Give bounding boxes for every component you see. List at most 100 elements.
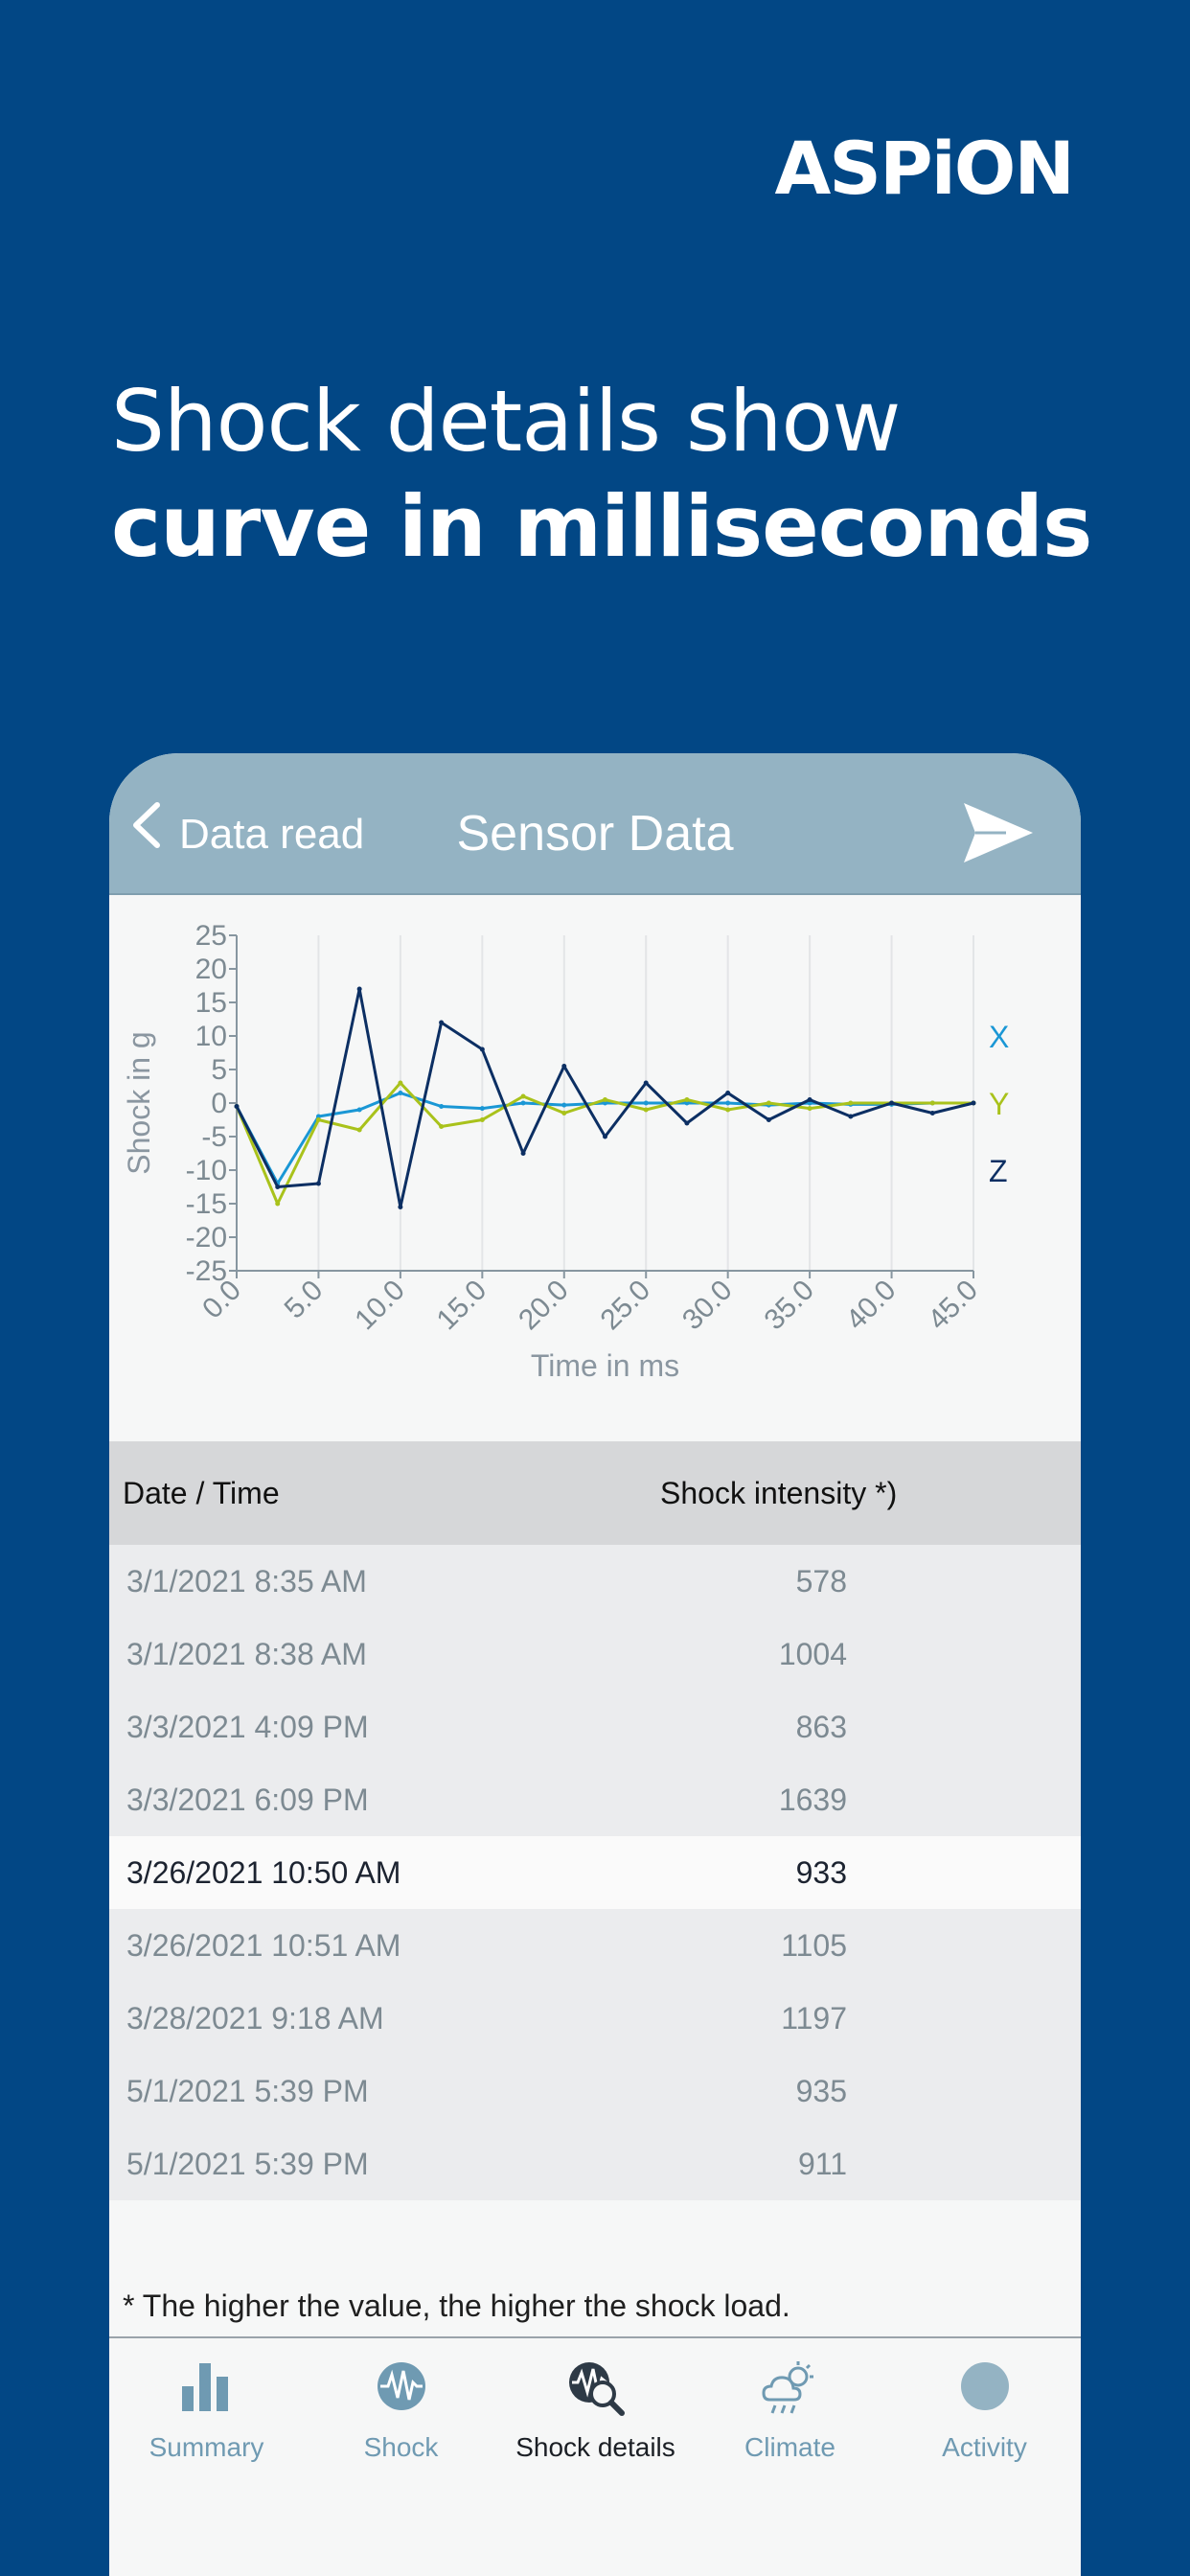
tab-label: Summary — [149, 2432, 264, 2462]
column-header-date: Date / Time — [123, 1476, 280, 1510]
table-row[interactable]: 3/3/2021 6:09 PM 1639 — [109, 1763, 1081, 1836]
x-tick-label: 5.0 — [279, 1275, 330, 1325]
y-tick-label: -5 — [201, 1121, 227, 1153]
wave-icon — [377, 2362, 425, 2410]
phone-screen: Data read Sensor Data 0.0 5.0 10.0 15.0 20.0… — [109, 753, 1081, 2576]
data-point — [684, 1097, 690, 1102]
row-value: 911 — [797, 2147, 847, 2181]
row-date: 3/1/2021 8:35 AM — [126, 1564, 367, 1598]
data-point — [848, 1100, 854, 1106]
tab-summary[interactable]: Summary — [109, 2338, 304, 2472]
table-row[interactable]: 3/3/2021 4:09 PM 863 — [109, 1690, 1081, 1763]
data-point — [807, 1106, 812, 1112]
data-point — [275, 1184, 281, 1189]
x-tick-label: 30.0 — [676, 1275, 739, 1337]
y-axis-label: Shock in g — [122, 1031, 156, 1174]
data-point — [848, 1114, 854, 1119]
data-point — [561, 1102, 567, 1108]
table-row[interactable]: 5/1/2021 5:39 PM 911 — [109, 2128, 1081, 2200]
row-date: 3/1/2021 8:38 AM — [126, 1637, 367, 1671]
tab-label: Shock — [363, 2432, 439, 2462]
y-tick-label: 20 — [195, 954, 227, 985]
row-value: 933 — [795, 1855, 847, 1890]
tab-shock-details[interactable]: Shock details — [498, 2338, 693, 2472]
shock-list: 3/1/2021 8:35 AM 578 3/1/2021 8:38 AM 1004… — [109, 1545, 1081, 2200]
footnote: * The higher the value, the higher the s… — [123, 2288, 790, 2323]
shock-chart: 0.0 5.0 10.0 15.0 20.0 25.0 30.0 35.0 40.0 45.025… — [122, 920, 1009, 1383]
data-point — [603, 1134, 607, 1139]
table-row[interactable]: 3/1/2021 8:35 AM 578 — [109, 1545, 1081, 1618]
hero-line-2: curve in milliseconds — [111, 477, 1092, 576]
x-tick-label: 45.0 — [922, 1275, 984, 1337]
data-point — [275, 1201, 281, 1207]
logo-text: ASPiON — [774, 126, 1075, 211]
legend-x: X — [989, 1020, 1009, 1054]
data-point — [766, 1100, 771, 1106]
data-point — [356, 1107, 362, 1113]
data-point — [603, 1100, 607, 1106]
x-axis-label: Time in ms — [531, 1348, 679, 1383]
row-date: 3/3/2021 4:09 PM — [126, 1710, 369, 1744]
data-point — [807, 1097, 812, 1102]
row-date: 5/1/2021 5:39 PM — [126, 2147, 369, 2181]
table-row[interactable]: 3/1/2021 8:38 AM 1004 — [109, 1618, 1081, 1690]
hero-headline: Shock details show curve in milliseconds — [111, 369, 1092, 580]
data-point — [643, 1107, 649, 1113]
data-point — [725, 1091, 731, 1095]
table-row[interactable]: 3/26/2021 10:51 AM 1105 — [109, 1909, 1081, 1982]
screen-title: Sensor Data — [456, 806, 734, 862]
x-tick-label: 25.0 — [595, 1275, 657, 1337]
data-point — [643, 1080, 649, 1086]
data-point — [725, 1107, 731, 1113]
y-tick-label: 10 — [195, 1021, 227, 1052]
row-value: 1639 — [778, 1782, 847, 1817]
data-point — [479, 1106, 485, 1112]
data-point — [520, 1100, 526, 1106]
back-button[interactable]: Data read — [179, 811, 365, 858]
x-tick-label: 40.0 — [840, 1275, 903, 1337]
row-value: 578 — [795, 1564, 847, 1598]
data-point — [439, 1124, 445, 1129]
row-date: 3/28/2021 9:18 AM — [126, 2001, 384, 2036]
tab-climate[interactable]: Climate — [693, 2338, 887, 2472]
y-tick-label: 5 — [211, 1054, 227, 1086]
data-point — [398, 1205, 403, 1209]
data-point — [398, 1080, 403, 1086]
table-row-selected[interactable]: 3/26/2021 10:50 AM 933 — [109, 1836, 1081, 1909]
tab-shock[interactable]: Shock — [304, 2338, 498, 2472]
table-header: Date / Time Shock intensity *) — [109, 1441, 1081, 1545]
row-date: 3/26/2021 10:51 AM — [126, 1928, 401, 1963]
data-point — [929, 1111, 935, 1116]
data-point — [520, 1151, 526, 1156]
tab-label: Activity — [942, 2432, 1027, 2462]
data-point — [439, 1104, 445, 1109]
nav-bar: Data read Sensor Data — [109, 753, 1081, 895]
data-point — [520, 1093, 526, 1099]
row-date: 5/1/2021 5:39 PM — [126, 2074, 369, 2108]
x-tick-label: 10.0 — [349, 1275, 411, 1337]
data-point — [561, 1111, 567, 1116]
data-point — [684, 1120, 690, 1126]
data-point — [561, 1064, 567, 1069]
data-point — [234, 1104, 240, 1109]
data-point — [725, 1100, 731, 1106]
data-point — [603, 1097, 607, 1102]
row-value: 863 — [795, 1710, 847, 1744]
send-icon[interactable] — [962, 801, 1035, 864]
circle-icon — [960, 2362, 1009, 2410]
table-row[interactable]: 5/1/2021 5:39 PM 935 — [109, 2055, 1081, 2128]
data-point — [315, 1181, 321, 1186]
data-point — [356, 1127, 362, 1133]
tab-activity[interactable]: Activity — [887, 2338, 1081, 2472]
row-date: 3/3/2021 6:09 PM — [126, 1782, 369, 1817]
data-point — [889, 1100, 895, 1106]
tab-label: Shock details — [515, 2432, 675, 2462]
y-tick-label: 0 — [211, 1088, 227, 1119]
row-value: 1105 — [781, 1928, 847, 1963]
hero-line-1: Shock details show — [111, 372, 901, 471]
data-point — [315, 1117, 321, 1122]
chevron-left-icon[interactable] — [128, 801, 167, 849]
tab-bar: Summary Shock Shock details — [109, 2336, 1081, 2576]
table-row[interactable]: 3/28/2021 9:18 AM 1197 — [109, 1982, 1081, 2055]
data-point — [929, 1100, 935, 1106]
